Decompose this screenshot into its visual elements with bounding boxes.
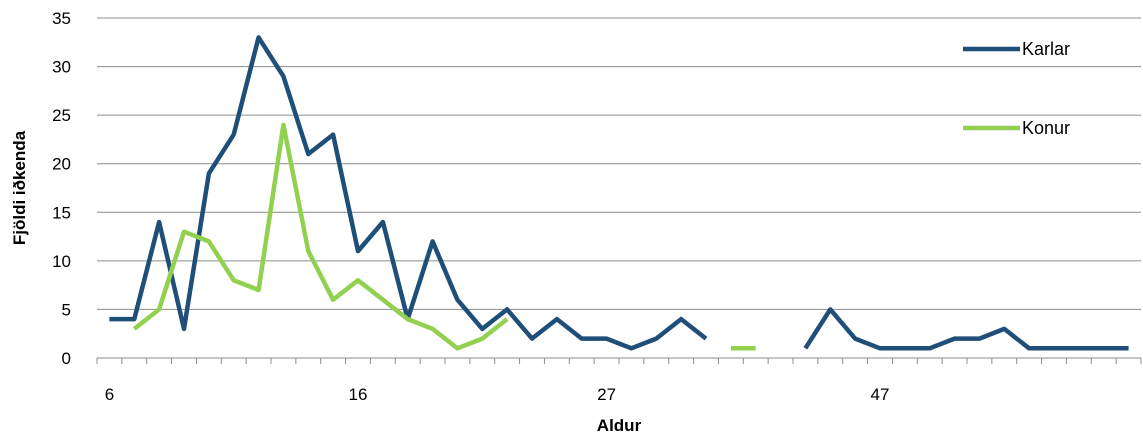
series-line-konur <box>132 122 509 351</box>
series-line-karlar <box>803 307 1129 351</box>
legend-label-karlar: Karlar <box>1022 39 1070 59</box>
x-tick-label: 27 <box>597 385 616 404</box>
series-konur <box>132 122 756 351</box>
x-axis-title: Aldur <box>597 416 642 435</box>
x-tick-label: 47 <box>871 385 890 404</box>
y-tick-label: 35 <box>52 9 71 28</box>
y-tick-label: 5 <box>62 300 71 319</box>
x-tick-label: 6 <box>105 385 114 404</box>
series-lines <box>109 35 1129 351</box>
legend-label-konur: Konur <box>1022 118 1070 138</box>
y-tick-label: 25 <box>52 106 71 125</box>
y-tick-label: 15 <box>52 203 71 222</box>
x-axis: 6 16 27 47 <box>96 357 1142 404</box>
y-tick-label: 0 <box>62 349 71 368</box>
series-line-karlar <box>109 35 708 351</box>
y-axis-title: Fjöldi iðkenda <box>10 130 29 245</box>
legend: Karlar Konur <box>963 39 1070 138</box>
y-tick-label: 10 <box>52 252 71 271</box>
x-tick-label: 16 <box>349 385 368 404</box>
y-tick-label: 20 <box>52 155 71 174</box>
y-axis-ticks: 0 5 10 15 20 25 30 35 <box>52 9 71 368</box>
y-tick-label: 30 <box>52 58 71 77</box>
series-karlar <box>109 35 1129 351</box>
